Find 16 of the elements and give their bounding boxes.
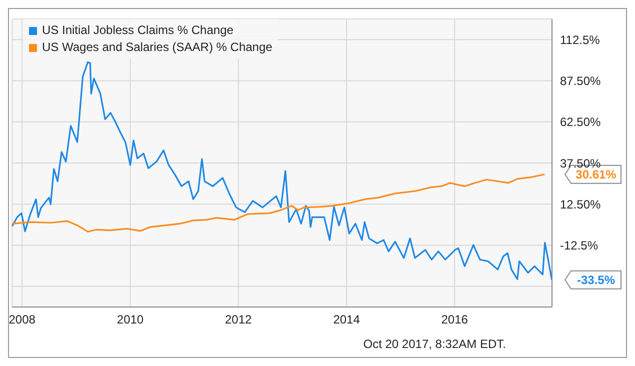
x-tick-label: 2010 [116,312,144,327]
line-series [12,174,546,232]
y-tick-label: 62.50% [560,115,602,130]
line-series [12,61,552,281]
legend-label: US Wages and Salaries (SAAR) % Change [41,39,272,56]
x-tick-label: 2008 [8,312,36,327]
y-tick-label: 112.5% [560,32,600,47]
x-tick-label: 2012 [224,312,252,327]
text: Oct 20 2017, 8:32AM EDT. [363,337,506,351]
x-tick-label: 2014 [333,312,360,327]
y-tick-label: 12.50% [560,197,602,212]
x-tick-label: 2016 [441,312,468,327]
y-tick-label: -12.5% [560,238,598,253]
legend-label: US Initial Jobless Claims % Change [41,22,234,39]
y-tick-label: 87.50% [560,74,602,88]
annotation: -33.5% [576,272,616,287]
